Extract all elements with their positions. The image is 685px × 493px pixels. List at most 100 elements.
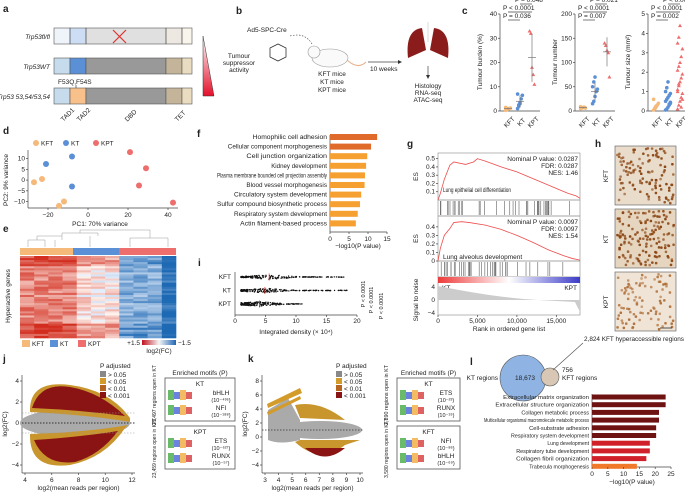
- data-point: [314, 276, 316, 278]
- heatmap-cell: [62, 284, 78, 288]
- heatmap-cell: [105, 274, 120, 277]
- stained-nucleus: [619, 229, 623, 233]
- data-point: [278, 274, 280, 277]
- motif-logo: [186, 392, 192, 399]
- y-axis-label: Tumour burden (%): [477, 34, 484, 90]
- bar: [592, 394, 666, 400]
- stained-nucleus: [654, 184, 657, 188]
- stained-nucleus: [617, 198, 621, 202]
- data-point: [258, 276, 261, 278]
- heatmap-cell: [147, 292, 163, 296]
- stained-nucleus: [629, 310, 632, 314]
- heatmap-cell: [119, 270, 134, 273]
- stained-nucleus: [662, 233, 666, 236]
- legend-label: > 0.05: [108, 372, 127, 379]
- y-tick-label: 50: [565, 84, 573, 91]
- data-point: [279, 302, 281, 304]
- heatmap-cell: [34, 327, 49, 331]
- heatmap-cell: [62, 301, 78, 304]
- x-axis-label: PC1: 70% variance: [72, 221, 128, 228]
- heatmap-cell: [105, 329, 120, 333]
- heatmap-cell: [62, 327, 78, 331]
- gradient-label-kpt: KPT: [564, 285, 577, 292]
- heatmap-cell: [105, 305, 120, 308]
- motif-box-title: KPT: [194, 429, 207, 436]
- heatmap-cell: [161, 256, 177, 259]
- stained-nucleus: [667, 222, 670, 225]
- data-point: [651, 97, 656, 102]
- heatmap-cell: [161, 335, 177, 339]
- stained-nucleus: [659, 147, 662, 151]
- stained-nucleus: [654, 261, 658, 265]
- heatmap-cell: [147, 319, 163, 322]
- data-point: [590, 84, 595, 89]
- category-label: Lung development: [547, 441, 589, 447]
- heatmap-cell: [48, 311, 63, 314]
- heatmap-cell: [34, 274, 49, 277]
- stained-nucleus: [655, 290, 659, 293]
- y-tick-label: 0.1: [426, 249, 435, 256]
- heatmap-cell: [20, 309, 35, 312]
- region-count-up: 21,497 regions open in KT: [152, 364, 158, 425]
- sample-group-bar: [73, 248, 119, 255]
- protein-domain: [69, 87, 87, 105]
- data-point: [290, 276, 292, 279]
- heatmap-cell: [76, 297, 92, 300]
- stained-nucleus: [646, 258, 650, 262]
- y-tick-label: 4: [641, 30, 645, 37]
- heatmap-cell: [90, 264, 106, 267]
- heatmap-cell: [20, 333, 35, 337]
- legend-title: P adjusted: [100, 363, 131, 370]
- heatmap-cell: [119, 292, 134, 296]
- stained-nucleus: [620, 306, 623, 310]
- mutation-label: F53Q,F54S: [58, 79, 92, 86]
- gene-set-name: Lung alveolus development: [443, 254, 522, 261]
- heatmap-cell: [105, 264, 120, 267]
- heatmap-cell: [34, 317, 49, 320]
- heatmap-cell: [161, 260, 177, 263]
- stained-nucleus: [647, 210, 651, 213]
- stained-nucleus: [671, 193, 675, 197]
- stained-nucleus: [622, 186, 625, 190]
- stained-nucleus: [654, 228, 657, 232]
- y-tick-label: 30: [490, 35, 498, 42]
- heatmap-cell: [105, 282, 120, 285]
- stained-nucleus: [648, 254, 651, 257]
- motif-pvalue: (10⁻⁶⁹): [437, 460, 454, 467]
- venn-right-label: KFT regions: [562, 375, 598, 382]
- heatmap-cell: [76, 325, 92, 329]
- mouse-tail: [346, 59, 367, 66]
- heatmap-cell: [20, 303, 35, 306]
- data-point: [679, 76, 684, 80]
- data-point: [602, 41, 607, 45]
- x-tick-label: KFT: [651, 116, 665, 130]
- category-label: Respiratory tube development: [516, 449, 589, 455]
- stained-nucleus: [644, 227, 648, 231]
- x-tick-label: 5: [264, 318, 268, 325]
- heatmap-cell: [90, 321, 106, 324]
- legend-label: < 0.01: [108, 386, 127, 393]
- heatmap-cell: [147, 264, 163, 267]
- data-point: [272, 288, 274, 291]
- heatmap-cell: [161, 301, 177, 304]
- stained-nucleus: [659, 225, 663, 229]
- p-value-label: P < 0.0001: [503, 5, 535, 12]
- stained-nucleus: [663, 165, 667, 169]
- data-point: [264, 302, 266, 304]
- heatmap-cell: [62, 266, 78, 269]
- heatmap-cell: [119, 262, 134, 265]
- stained-nucleus: [634, 295, 638, 299]
- mouse-group: KFT mice: [318, 71, 346, 78]
- y-tick-label: 150: [561, 35, 572, 42]
- stained-nucleus: [657, 221, 661, 224]
- stained-nucleus: [657, 236, 660, 240]
- heatmap-cell: [119, 305, 134, 308]
- heatmap-cell: [119, 311, 134, 314]
- stained-nucleus: [639, 166, 642, 170]
- motif-logo: [168, 405, 174, 415]
- heatmap-cell: [76, 321, 92, 324]
- heatmap-cell: [119, 272, 134, 275]
- data-point: [342, 276, 345, 278]
- data-point: [253, 302, 256, 305]
- heatmap-cell: [48, 313, 63, 316]
